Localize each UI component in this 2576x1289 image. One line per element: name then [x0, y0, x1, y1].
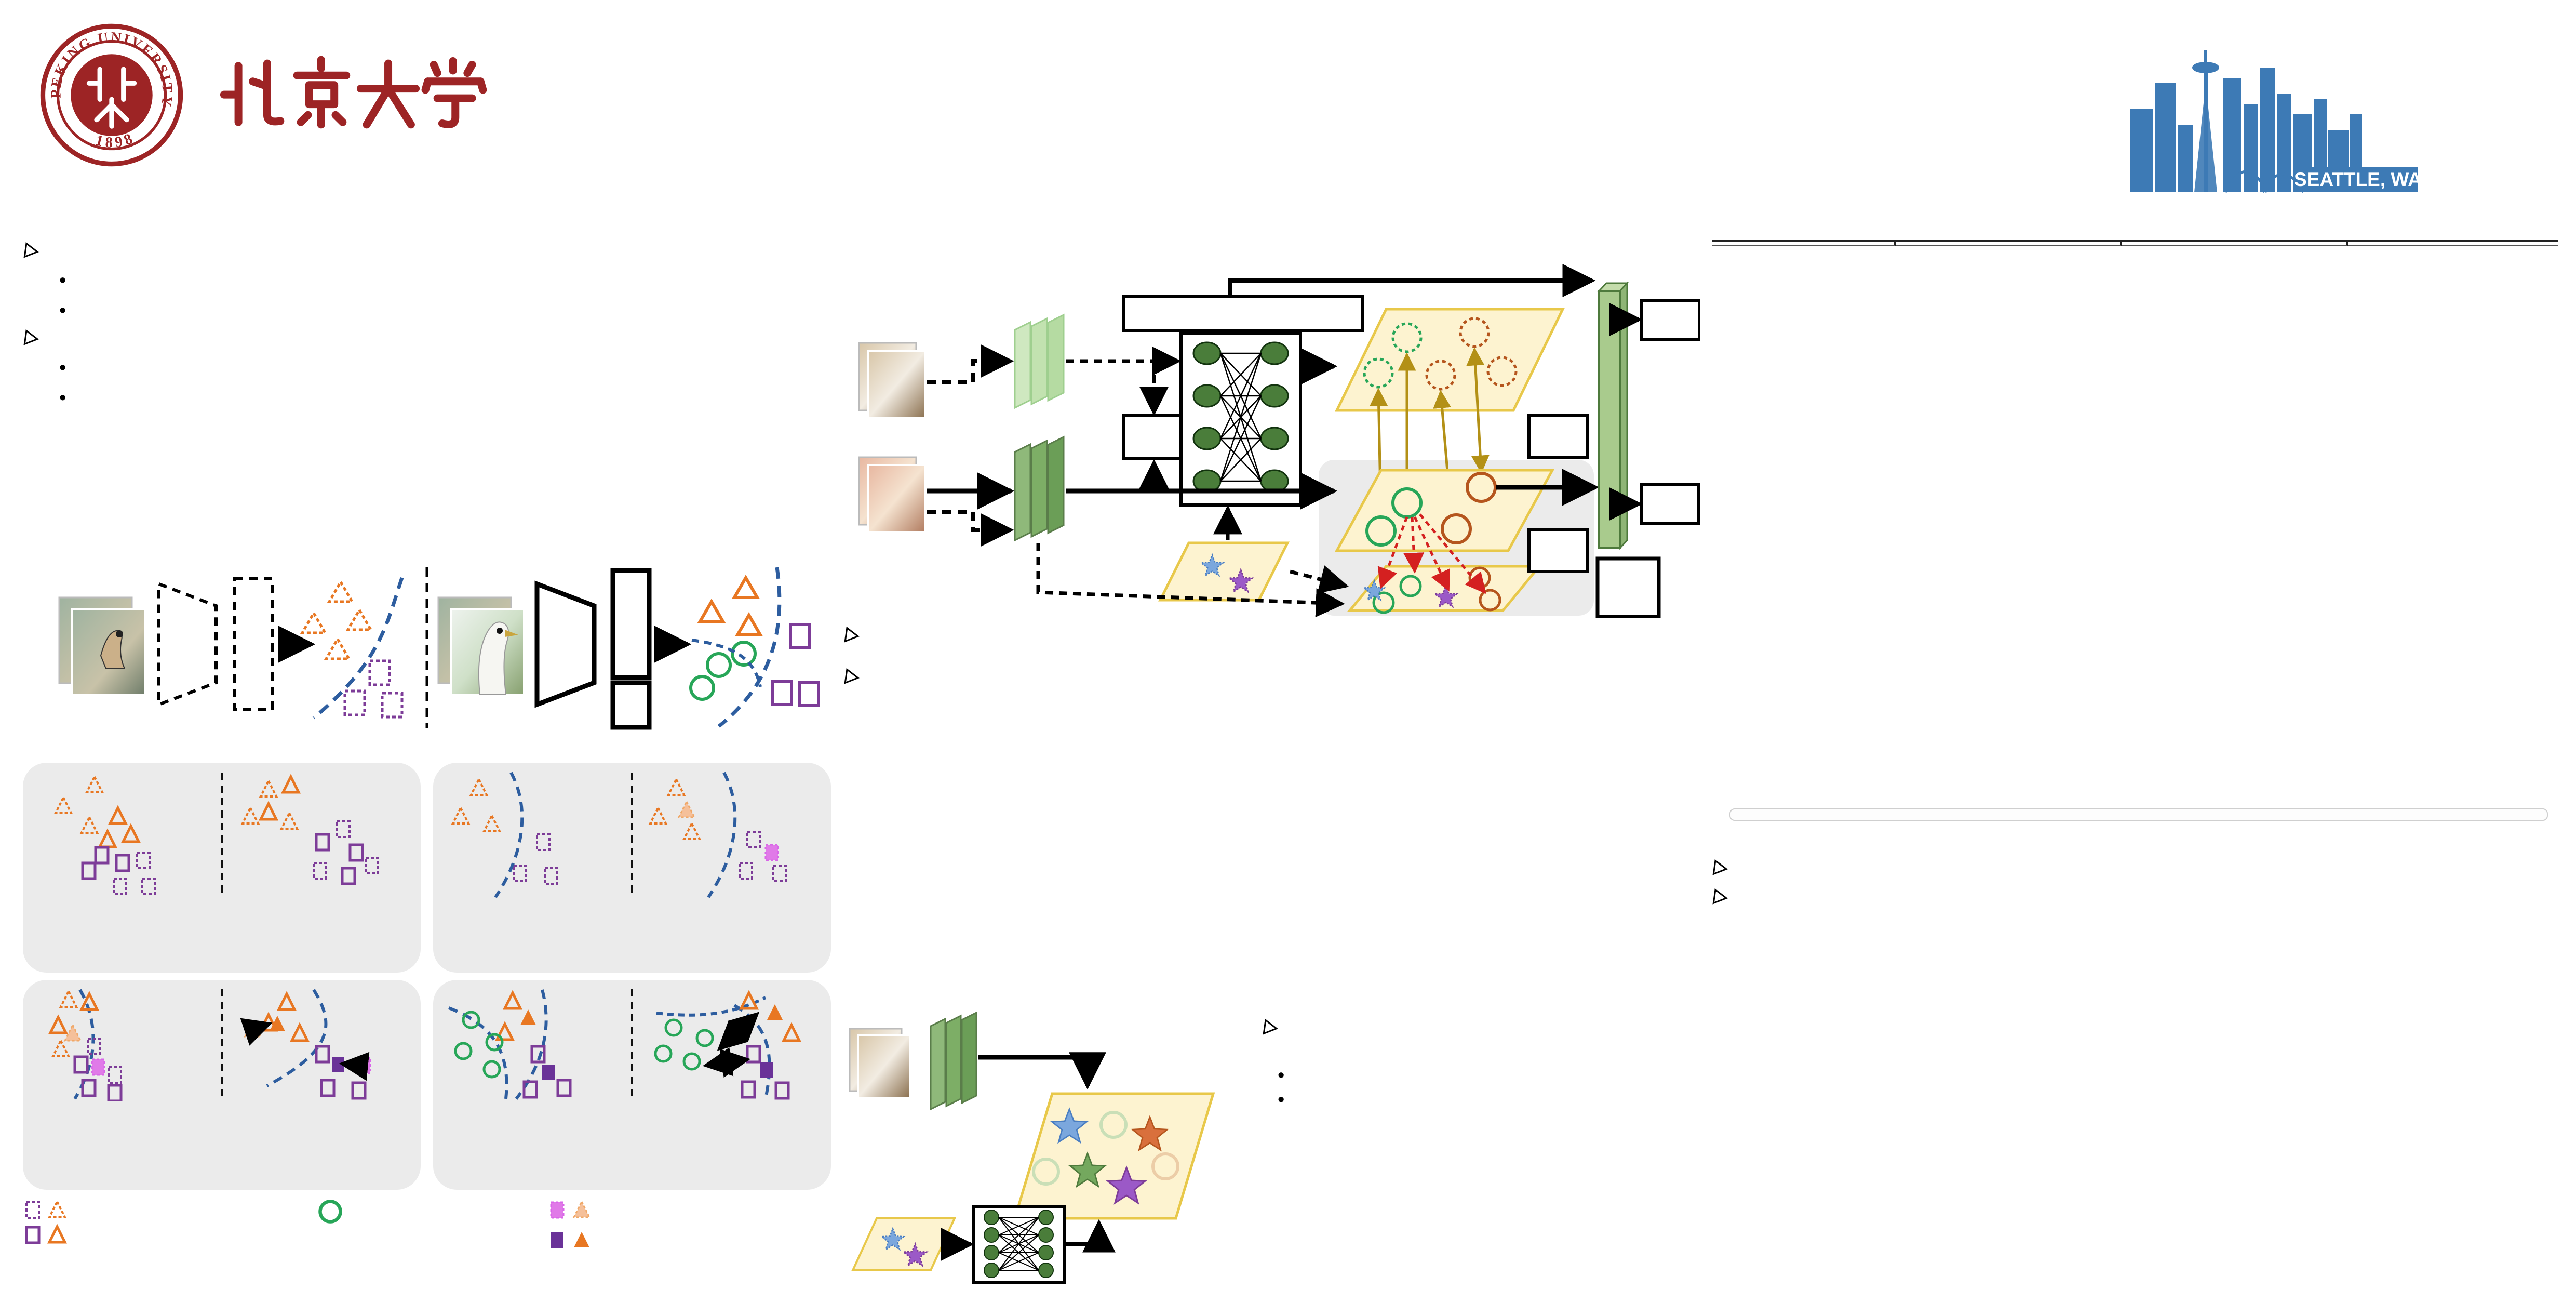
intro-legend — [23, 1198, 831, 1251]
chart-euclidean-tinyimagenet — [2006, 985, 2297, 1282]
legend-calibrated — [547, 1228, 602, 1251]
table-group-header-row — [1712, 240, 2559, 246]
results-table — [1712, 240, 2559, 246]
intro-bullet-1 — [50, 240, 831, 264]
calibrated-icons — [551, 1232, 589, 1248]
training-stage-diagram-svg — [858, 264, 1701, 619]
model-stage-diagram-svg — [58, 567, 820, 730]
method-b-text: • • — [1262, 1016, 1700, 1113]
arrow-bullet-icon — [23, 242, 39, 258]
pku-seal-icon: PEKING UNIVERSITY 1898 — [40, 23, 183, 167]
method-text — [843, 623, 1700, 702]
aspect-card-4 — [433, 980, 831, 1190]
pku-chinese-calligraphy — [220, 56, 487, 129]
maintained-icons — [550, 1201, 591, 1219]
cvpr-logo: SEATTLE, WA — [2127, 47, 2558, 197]
arrow-bullet-icon — [1712, 888, 1728, 905]
chart-euclidean-cifar100 — [1712, 985, 2003, 1282]
aspect-3-scatter — [23, 989, 371, 1101]
chart-cifar100-5stages — [1712, 570, 1994, 805]
aspect-card-1 — [23, 763, 421, 973]
aspect-card-2 — [433, 763, 831, 973]
aspect-1-scatter — [55, 773, 379, 897]
arrow-bullet-icon — [1263, 1018, 1278, 1035]
training-stage-diagram — [843, 260, 1701, 619]
group-imagenet-subset — [2346, 240, 2559, 246]
legend-old-class — [23, 1198, 301, 1246]
exp-bullet-1 — [1739, 856, 2558, 882]
group-cifar100 — [1894, 240, 2122, 246]
aspect-card-3 — [23, 980, 421, 1190]
chart-cifar100-20stages — [2277, 570, 2559, 805]
aspect-2-title — [433, 763, 831, 770]
pku-logo: PEKING UNIVERSITY 1898 — [36, 15, 535, 176]
cvpr-location-label: SEATTLE, WA — [2294, 169, 2418, 190]
new-class-circle-icon — [317, 1198, 343, 1224]
arrow-bullet-icon — [844, 626, 860, 643]
group-tinyimagenet — [2120, 240, 2347, 246]
old-class-solid-icons — [23, 1223, 71, 1246]
methods-column-header — [1712, 240, 1895, 246]
aspect-4-title — [433, 980, 831, 987]
method-b-paragraph — [1289, 1016, 1700, 1042]
poster-header — [530, 10, 2046, 21]
arrow-bullet-icon — [23, 329, 39, 345]
exp-bullet-2 — [1739, 885, 2558, 911]
aspect-1-title — [23, 763, 421, 770]
chart-cifar100-10stages — [1994, 570, 2276, 805]
results-table-wrap — [1712, 240, 2559, 246]
aspect-4-scatter — [448, 989, 831, 1100]
aspect-2-scatter — [452, 772, 787, 898]
prototype-calibration-svg — [849, 1011, 1215, 1284]
arrow-bullet-icon — [1712, 859, 1728, 875]
aspect-3-title — [23, 980, 421, 987]
arrow-bullet-icon — [844, 668, 860, 684]
acc-charts-legend — [1729, 808, 2548, 821]
model-stage-diagram — [23, 552, 831, 737]
introduction-bullets: • • • • — [23, 240, 831, 415]
legend-new-class — [317, 1198, 532, 1224]
old-class-dashed-icons — [25, 1201, 66, 1219]
experiments-bullets — [1712, 856, 2558, 914]
cvpr-skyline-icon: SEATTLE, WA — [2130, 50, 2418, 193]
chart-acc-degradation — [2300, 985, 2559, 1282]
prototype-calibration-diagram — [843, 1000, 1249, 1285]
intro-bullet-2 — [50, 327, 831, 351]
legend-maintained — [547, 1198, 602, 1221]
